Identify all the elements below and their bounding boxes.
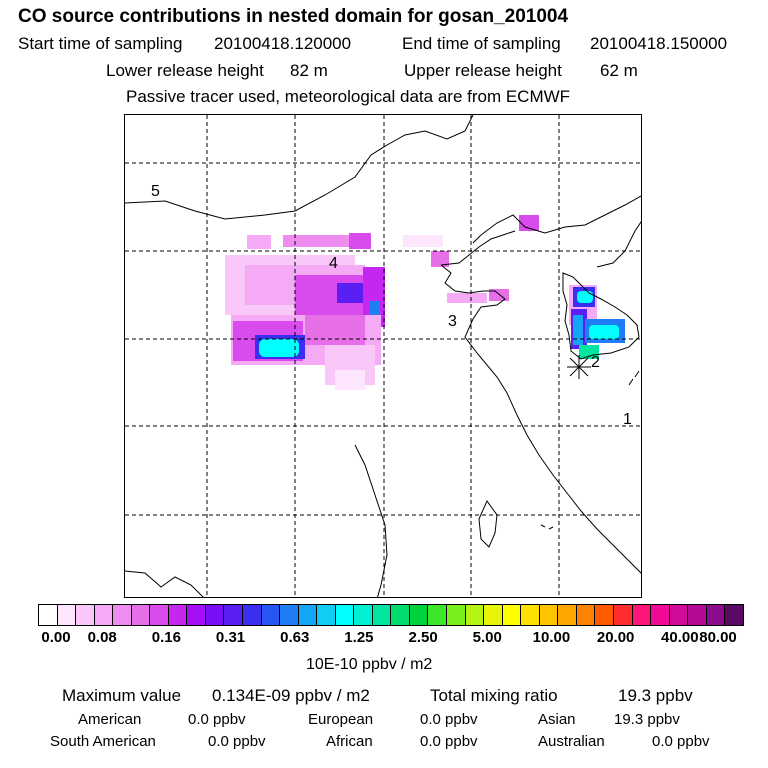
european-value: 0.0 ppbv: [420, 711, 478, 728]
american-value: 0.0 ppbv: [188, 711, 246, 728]
tracer-note: Passive tracer used, meteorological data…: [126, 87, 571, 106]
colorbar-segment: [113, 605, 132, 625]
colorbar-tick-label: 0.63: [280, 629, 310, 646]
colorbar-segment: [391, 605, 410, 625]
upper-height-value: 62 m: [600, 61, 638, 80]
colorbar-segment: [243, 605, 262, 625]
upper-height-label: Upper release height: [404, 61, 562, 80]
total-mixing-label: Total mixing ratio: [430, 686, 558, 705]
colorbar-segment: [94, 605, 114, 625]
map-canvas: [125, 115, 641, 597]
colorbar-segment: [447, 605, 466, 625]
colorbar-tick-label: 5.00: [472, 629, 502, 646]
colorbar-segment: [168, 605, 188, 625]
colorbar-segment: [595, 605, 614, 625]
australian-value: 0.0 ppbv: [652, 733, 710, 750]
south-american-label: South American: [50, 733, 156, 750]
asian-value: 19.3 ppbv: [614, 711, 680, 728]
end-time-label: End time of sampling: [402, 34, 561, 53]
colorbar-segment: [409, 605, 429, 625]
colorbar-segment: [632, 605, 652, 625]
colorbar-segment: [613, 605, 633, 625]
colorbar-tick-label: 2.50: [408, 629, 438, 646]
map-panel: 5 4 3 2 1: [124, 114, 642, 598]
colorbar-segment: [261, 605, 281, 625]
colorbar-tick-label: 1.25: [344, 629, 374, 646]
colorbar-segment: [428, 605, 448, 625]
region-label-4: 4: [329, 255, 338, 272]
colorbar-segment: [669, 605, 689, 625]
colorbar-tick-label: 0.08: [87, 629, 117, 646]
colorbar-segment: [224, 605, 244, 625]
colorbar-segment: [576, 605, 596, 625]
colorbar-segment: [521, 605, 540, 625]
colorbar-units: 10E-10 ppbv / m2: [306, 656, 433, 673]
receptor-marker: [567, 355, 591, 379]
colorbar-segment: [706, 605, 726, 625]
colorbar-segment: [280, 605, 299, 625]
region-label-5: 5: [151, 183, 160, 200]
south-american-value: 0.0 ppbv: [208, 733, 266, 750]
colorbar-segment: [187, 605, 206, 625]
african-label: African: [326, 733, 373, 750]
colorbar-segment: [688, 605, 707, 625]
colorbar-segment: [372, 605, 392, 625]
plume-west: [225, 215, 539, 390]
plume-east: [569, 285, 625, 359]
colorbar-tick-label: 80.00: [699, 629, 737, 646]
colorbar-tick-label: 0.16: [151, 629, 181, 646]
colorbar-segment: [298, 605, 318, 625]
african-value: 0.0 ppbv: [420, 733, 478, 750]
colorbar-segment: [484, 605, 503, 625]
max-value-label: Maximum value: [62, 686, 182, 705]
region-label-3: 3: [448, 313, 457, 330]
start-time-label: Start time of sampling: [18, 34, 183, 53]
colorbar-segment: [205, 605, 225, 625]
colorbar-segment: [725, 605, 743, 625]
colorbar-tick-label: 0.31: [215, 629, 246, 646]
grid-lines: [125, 115, 641, 597]
colorbar-tick-label: 20.00: [596, 629, 635, 646]
total-mixing-value: 19.3 ppbv: [618, 686, 693, 705]
colorbar-tick-label: 0.00: [41, 629, 71, 646]
max-value: 0.134E-09 ppbv / m2: [212, 686, 370, 705]
colorbar-segment: [539, 605, 559, 625]
european-label: European: [308, 711, 374, 728]
colorbar-segment: [317, 605, 336, 625]
colorbar-segment: [558, 605, 577, 625]
colorbar-segment: [651, 605, 670, 625]
region-label-2: 2: [591, 354, 600, 371]
australian-label: Australian: [538, 733, 605, 750]
colorbar-segment: [465, 605, 485, 625]
end-time-value: 20100418.150000: [590, 34, 728, 53]
colorbar-segment: [150, 605, 169, 625]
colorbar: [38, 604, 744, 626]
start-time-value: 20100418.120000: [214, 34, 352, 53]
colorbar-tick-label: 40.00: [661, 629, 699, 646]
region-label-1: 1: [623, 411, 632, 428]
lower-height-label: Lower release height: [106, 61, 264, 80]
american-label: American: [78, 711, 142, 728]
colorbar-segment: [39, 605, 58, 625]
colorbar-tick-label: 10.00: [532, 629, 571, 646]
figure-title: CO source contributions in nested domain…: [18, 6, 569, 27]
colorbar-segment: [354, 605, 373, 625]
asian-label: Asian: [538, 711, 576, 728]
colorbar-segment: [502, 605, 522, 625]
colorbar-segment: [57, 605, 77, 625]
lower-height-value: 82 m: [290, 61, 328, 80]
colorbar-segment: [76, 605, 95, 625]
colorbar-segment: [335, 605, 355, 625]
colorbar-segment: [131, 605, 151, 625]
